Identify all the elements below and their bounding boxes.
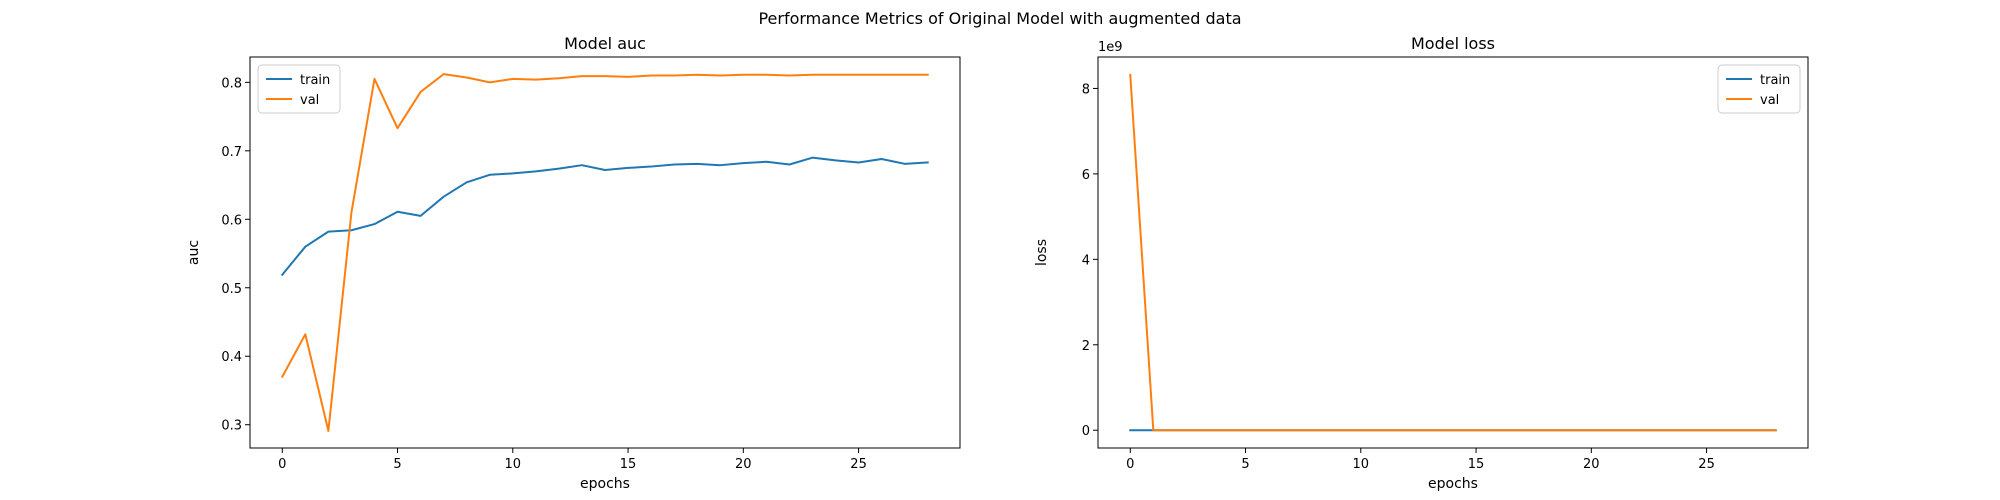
legend-label-val: val: [300, 93, 319, 108]
subplot-title: Model auc: [564, 34, 646, 53]
x-tick-label: 10: [505, 457, 522, 472]
x-tick-label: 20: [735, 457, 752, 472]
axes-frame: [249, 56, 961, 449]
y-tick-label: 0.5: [221, 282, 242, 297]
legend: train val: [1717, 64, 1801, 114]
series-line-val: [1129, 73, 1777, 432]
y-tick-label: 0.7: [221, 145, 242, 160]
y-tick-label: 4: [1082, 253, 1090, 268]
y-tick-label: 0.3: [221, 419, 242, 434]
x-tick-label: 5: [393, 457, 401, 472]
subplot-title: Model loss: [1411, 34, 1495, 53]
y-tick-label: 8: [1082, 82, 1090, 97]
legend: train val: [257, 64, 341, 114]
legend-box: [1717, 64, 1801, 114]
x-tick-label: 15: [620, 457, 637, 472]
x-tick-label: 20: [1583, 457, 1600, 472]
y-tick-label: 0: [1082, 424, 1090, 439]
legend-label-val: val: [1760, 93, 1779, 108]
x-tick-label: 25: [850, 457, 867, 472]
x-tick-label: 5: [1241, 457, 1249, 472]
axes-frame: [1097, 56, 1809, 449]
y-axis-label: auc: [186, 240, 202, 265]
x-tick-label: 25: [1698, 457, 1715, 472]
figure-suptitle: Performance Metrics of Original Model wi…: [758, 9, 1241, 28]
y-tick-label: 6: [1082, 168, 1090, 183]
y-tick-label: 0.6: [221, 213, 242, 228]
legend-label-train: train: [300, 73, 330, 88]
legend-box: [257, 64, 341, 114]
x-axis-label: epochs: [580, 476, 630, 492]
x-tick-label: 0: [278, 457, 286, 472]
x-tick-label: 10: [1353, 457, 1370, 472]
legend-label-train: train: [1760, 73, 1790, 88]
x-axis-label: epochs: [1428, 476, 1478, 492]
y-axis-label: loss: [1034, 239, 1050, 266]
series-line-val: [280, 73, 929, 432]
x-tick-label: 0: [1126, 457, 1134, 472]
y-offset-label: 1e9: [1098, 40, 1123, 55]
series-line-train: [280, 156, 929, 277]
subplot-1: Model auc 0 5 10 15 20 25 0.3 0.4 0.5 0.6 0.7 0.8 epo…: [186, 34, 961, 492]
x-tick-label: 15: [1468, 457, 1485, 472]
y-tick-label: 0.4: [221, 350, 242, 365]
y-tick-label: 0.8: [221, 76, 242, 91]
subplot-2: Model loss 0 5 10 15 20 25 0 2 4 6 8 1e9 epochs loss tr…: [1034, 34, 1809, 492]
y-tick-label: 2: [1082, 339, 1090, 354]
